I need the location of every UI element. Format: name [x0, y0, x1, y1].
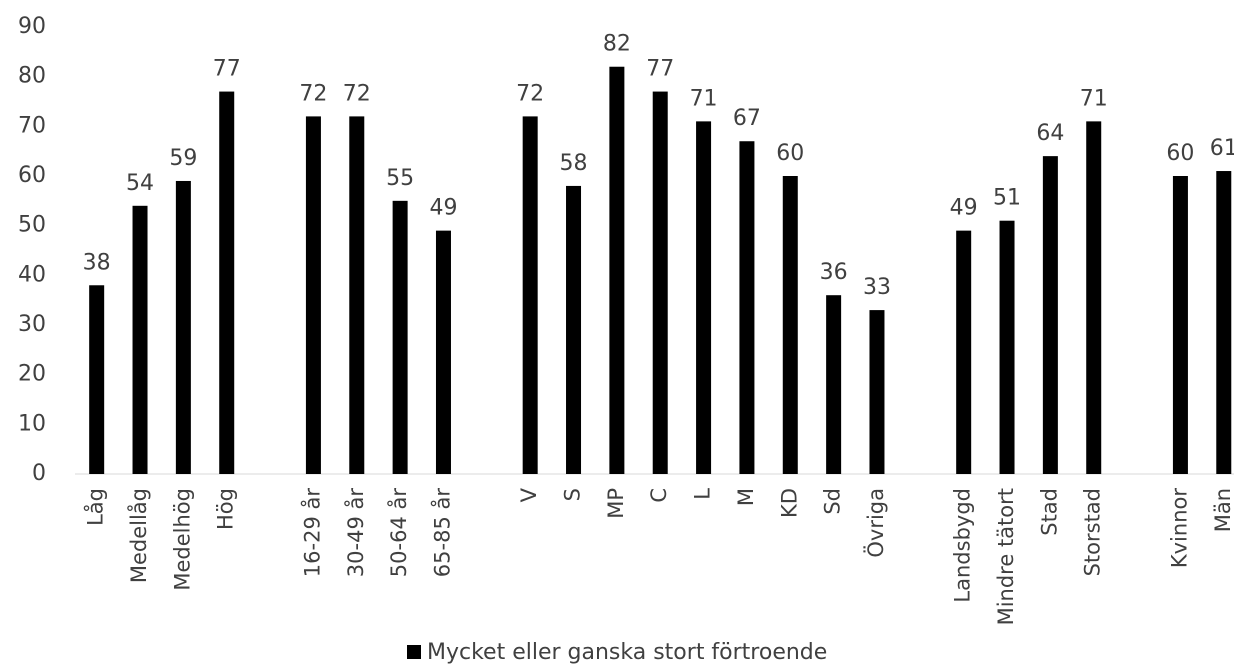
- value-label: 72: [299, 81, 327, 106]
- value-label: 72: [516, 81, 544, 106]
- y-tick-label: 50: [18, 213, 46, 238]
- value-label: 49: [429, 196, 457, 221]
- x-tick-label: Stad: [1037, 488, 1061, 536]
- y-tick-label: 10: [18, 411, 46, 436]
- value-label: 67: [733, 106, 761, 131]
- value-label: 72: [343, 81, 371, 106]
- value-label: 77: [646, 57, 674, 82]
- bar: [89, 285, 105, 474]
- bar: [219, 91, 235, 475]
- value-label: 60: [1166, 141, 1194, 166]
- x-tick-label: C: [647, 488, 671, 503]
- x-tick-label: Övriga: [863, 488, 888, 558]
- value-label: 38: [83, 250, 111, 275]
- value-label: 49: [950, 196, 978, 221]
- legend-swatch: [407, 645, 421, 659]
- value-label: 58: [560, 151, 588, 176]
- bar: [566, 185, 582, 474]
- bar: [826, 295, 842, 474]
- x-tick-label: KD: [777, 488, 801, 518]
- y-tick-label: 90: [18, 14, 46, 39]
- value-label: 71: [1080, 86, 1108, 111]
- x-tick-label: V: [517, 487, 541, 502]
- bar: [869, 310, 885, 474]
- value-label: 71: [690, 86, 718, 111]
- value-label: 82: [603, 32, 631, 57]
- value-label: 59: [169, 146, 197, 171]
- value-label: 64: [1036, 121, 1064, 146]
- y-tick-label: 0: [32, 461, 46, 486]
- x-tick-label: Hög: [214, 488, 238, 530]
- x-tick-label: 65-85 år: [429, 488, 454, 578]
- value-label: 60: [776, 141, 804, 166]
- bar: [696, 121, 712, 474]
- y-tick-label: 20: [18, 362, 46, 387]
- bar: [1042, 156, 1058, 474]
- bar: [782, 176, 798, 474]
- x-tick-label: 16-29 år: [299, 488, 324, 578]
- x-tick-label: S: [561, 488, 585, 501]
- bar: [1172, 176, 1188, 474]
- x-tick-label: MP: [604, 488, 628, 519]
- x-tick-label: L: [691, 488, 715, 500]
- bar: [175, 180, 191, 474]
- x-tick-label: Mindre tätort: [994, 488, 1018, 625]
- x-tick-label: Män: [1211, 488, 1234, 532]
- bar: [132, 205, 148, 475]
- y-tick-label: 70: [18, 113, 46, 138]
- value-label: 55: [386, 166, 414, 191]
- x-tick-label: Låg: [83, 488, 108, 526]
- value-label: 77: [213, 57, 241, 82]
- x-tick-label: Medelhög: [170, 488, 194, 591]
- bar: [652, 91, 668, 475]
- bar: [956, 230, 972, 474]
- x-tick-label: M: [734, 488, 758, 506]
- bar: [435, 230, 451, 474]
- bar: [609, 66, 625, 474]
- x-tick-label: 50-64 år: [386, 488, 411, 578]
- legend-label: Mycket eller ganska stort förtroende: [427, 640, 827, 665]
- bar: [999, 220, 1015, 474]
- x-tick-label: Kvinnor: [1167, 488, 1191, 569]
- bar: [1216, 171, 1232, 475]
- value-label: 54: [126, 171, 154, 196]
- x-tick-label: 30-49 år: [343, 488, 368, 578]
- x-tick-label: Landsbygd: [951, 488, 975, 603]
- bar: [349, 116, 365, 475]
- y-tick-label: 30: [18, 312, 46, 337]
- bar: [522, 116, 538, 475]
- value-label: 61: [1210, 136, 1234, 161]
- y-tick-label: 60: [18, 163, 46, 188]
- bar: [305, 116, 321, 475]
- y-tick-label: 40: [18, 262, 46, 287]
- bar: [1086, 121, 1102, 474]
- y-tick-label: 80: [18, 64, 46, 89]
- bar: [739, 141, 755, 474]
- value-label: 36: [820, 260, 848, 285]
- bar: [392, 200, 408, 475]
- x-tick-label: Medellåg: [126, 488, 151, 583]
- value-label: 33: [863, 275, 891, 300]
- value-label: 51: [993, 186, 1021, 211]
- x-tick-label: Storstad: [1081, 488, 1105, 576]
- x-tick-label: Sd: [821, 488, 845, 515]
